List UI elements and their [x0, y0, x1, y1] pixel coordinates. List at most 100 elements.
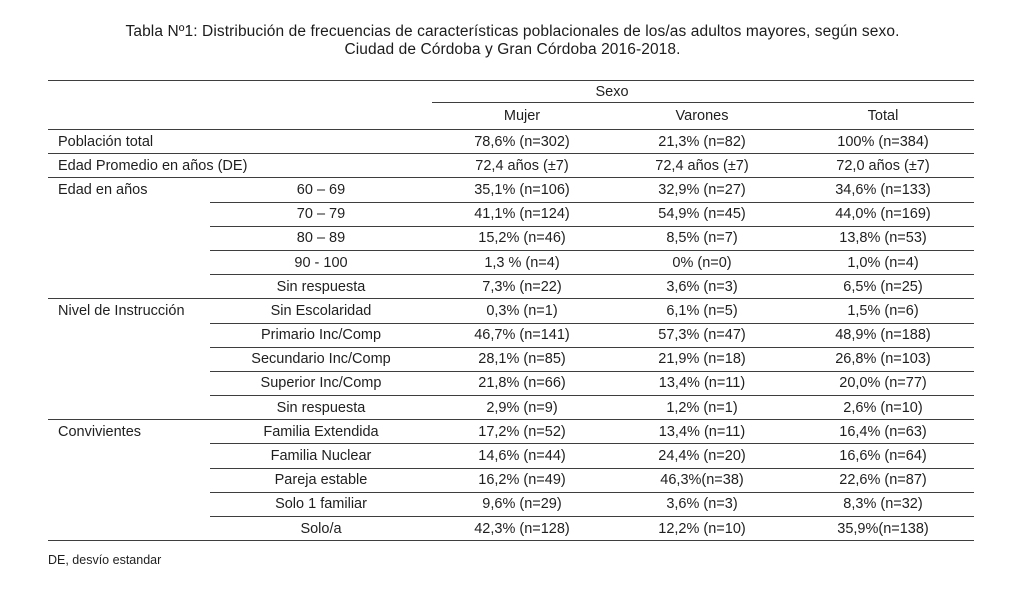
table-row: Pareja estable 16,2% (n=49) 46,3%(n=38) …	[48, 469, 974, 493]
subcategory-cell: 70 – 79	[210, 203, 432, 227]
total-value-cell: 16,4% (n=63)	[792, 420, 974, 445]
mujer-value-cell: 28,1% (n=85)	[432, 348, 612, 372]
mujer-value-cell: 21,8% (n=66)	[432, 372, 612, 397]
total-value-cell: 48,9% (n=188)	[792, 324, 974, 348]
varones-value-cell: 32,9% (n=27)	[612, 178, 792, 203]
subcategory-cell: Sin respuesta	[276, 278, 366, 295]
mujer-value-cell: 78,6% (n=302)	[474, 133, 570, 150]
total-value-cell: 34,6% (n=133)	[792, 178, 974, 203]
mujer-value-cell: 72,4 años (±7)	[475, 157, 569, 174]
table-title-line2: Ciudad de Córdoba y Gran Córdoba 2016-20…	[344, 41, 681, 58]
column-header-varones: Varones	[675, 108, 729, 124]
category-cell	[48, 517, 210, 540]
mujer-value-cell: 15,2% (n=46)	[432, 227, 612, 251]
header-spacer	[48, 81, 432, 103]
total-value-cell: 8,3% (n=32)	[792, 493, 974, 517]
category-cell	[48, 348, 210, 372]
varones-value-cell: 1,2% (n=1)	[666, 399, 738, 416]
statistics-table: Sexo Mujer Varones Total Población total…	[48, 80, 974, 542]
varones-value-cell: 13,4% (n=11)	[612, 420, 792, 445]
category-cell: Población total	[58, 133, 154, 150]
total-value-cell: 16,6% (n=64)	[792, 444, 974, 469]
varones-value-cell: 12,2% (n=10)	[658, 520, 746, 537]
mujer-value-cell: 1,3 % (n=4)	[432, 251, 612, 276]
total-value-cell: 100% (n=384)	[837, 133, 929, 150]
varones-value-cell: 3,6% (n=3)	[666, 278, 738, 295]
total-value-cell: 6,5% (n=25)	[843, 278, 923, 295]
varones-value-cell: 13,4% (n=11)	[612, 372, 792, 397]
mujer-value-cell: 16,2% (n=49)	[432, 469, 612, 493]
subcategory-cell: Solo/a	[300, 520, 342, 537]
subcategory-cell: Sin Escolaridad	[210, 299, 432, 324]
varones-value-cell: 21,9% (n=18)	[612, 348, 792, 372]
mujer-value-cell: 9,6% (n=29)	[432, 493, 612, 517]
table-row: 90 - 100 1,3 % (n=4) 0% (n=0) 1,0% (n=4)	[48, 251, 974, 276]
mujer-value-cell: 42,3% (n=128)	[474, 520, 570, 537]
subcategory-cell: 80 – 89	[210, 227, 432, 251]
varones-value-cell: 57,3% (n=47)	[612, 324, 792, 348]
table-row: 70 – 79 41,1% (n=124) 54,9% (n=45) 44,0%…	[48, 203, 974, 227]
table-title: Tabla Nº1: Distribución de frecuencias d…	[0, 23, 1025, 59]
table-row: Familia Nuclear 14,6% (n=44) 24,4% (n=20…	[48, 444, 974, 469]
varones-value-cell: 21,3% (n=82)	[658, 133, 746, 150]
category-cell: Edad Promedio en años (DE)	[58, 157, 248, 174]
subcategory-cell: Solo 1 familiar	[210, 493, 432, 517]
column-header-empty-category	[48, 103, 210, 129]
varones-value-cell: 54,9% (n=45)	[612, 203, 792, 227]
table-row: Sin respuesta 2,9% (n=9) 1,2% (n=1) 2,6%…	[48, 396, 974, 421]
table-row: Secundario Inc/Comp 28,1% (n=85) 21,9% (…	[48, 348, 974, 372]
mujer-value-cell: 46,7% (n=141)	[432, 324, 612, 348]
category-cell	[48, 275, 210, 298]
table-row: Convivientes Familia Extendida 17,2% (n=…	[48, 420, 974, 445]
category-cell	[48, 227, 210, 251]
table-row: Sin respuesta 7,3% (n=22) 3,6% (n=3) 6,5…	[48, 275, 974, 300]
total-value-cell: 1,0% (n=4)	[792, 251, 974, 276]
total-value-cell: 2,6% (n=10)	[843, 399, 923, 416]
subcategory-cell: Superior Inc/Comp	[210, 372, 432, 397]
total-value-cell: 26,8% (n=103)	[792, 348, 974, 372]
table-row: Solo 1 familiar 9,6% (n=29) 3,6% (n=3) 8…	[48, 493, 974, 517]
mujer-value-cell: 17,2% (n=52)	[432, 420, 612, 445]
subcategory-cell: 90 - 100	[210, 251, 432, 276]
category-cell	[48, 469, 210, 493]
category-cell	[48, 251, 210, 275]
table-row: Edad en años 60 – 69 35,1% (n=106) 32,9%…	[48, 178, 974, 203]
varones-value-cell: 46,3%(n=38)	[612, 469, 792, 493]
table-body: Población total 78,6% (n=302) 21,3% (n=8…	[48, 130, 974, 542]
sex-group-header-row: Sexo	[48, 81, 974, 103]
table-row: Superior Inc/Comp 21,8% (n=66) 13,4% (n=…	[48, 372, 974, 397]
subcategory-cell: Sin respuesta	[276, 399, 366, 416]
mujer-value-cell: 14,6% (n=44)	[432, 444, 612, 469]
varones-value-cell: 0% (n=0)	[612, 251, 792, 276]
varones-value-cell: 72,4 años (±7)	[655, 157, 749, 174]
column-header-empty-subcategory	[210, 103, 432, 129]
mujer-value-cell: 41,1% (n=124)	[432, 203, 612, 227]
sex-group-label: Sexo	[595, 84, 629, 100]
footnote: DE, desvío estandar	[48, 553, 162, 567]
category-cell: Edad en años	[58, 182, 148, 199]
mujer-value-cell: 0,3% (n=1)	[432, 299, 612, 324]
mujer-value-cell: 2,9% (n=9)	[486, 399, 558, 416]
varones-value-cell: 24,4% (n=20)	[612, 444, 792, 469]
subcategory-cell: Primario Inc/Comp	[210, 324, 432, 348]
total-value-cell: 35,9%(n=138)	[837, 520, 929, 537]
column-header-row: Mujer Varones Total	[48, 103, 974, 130]
subcategory-cell: Familia Extendida	[210, 420, 432, 445]
table-row: Primario Inc/Comp 46,7% (n=141) 57,3% (n…	[48, 324, 974, 348]
category-cell	[48, 493, 210, 517]
table-row: Solo/a 42,3% (n=128) 12,2% (n=10) 35,9%(…	[48, 517, 974, 542]
table-title-line1: Tabla Nº1: Distribución de frecuencias d…	[125, 23, 900, 40]
subcategory-cell: Secundario Inc/Comp	[210, 348, 432, 372]
total-value-cell: 44,0% (n=169)	[792, 203, 974, 227]
total-value-cell: 13,8% (n=53)	[792, 227, 974, 251]
category-cell: Nivel de Instrucción	[58, 303, 185, 320]
total-value-cell: 72,0 años (±7)	[836, 157, 930, 174]
category-cell: Convivientes	[58, 424, 142, 441]
column-header-mujer: Mujer	[503, 108, 541, 124]
mujer-value-cell: 7,3% (n=22)	[482, 278, 562, 295]
subcategory-cell: Pareja estable	[210, 469, 432, 493]
mujer-value-cell: 35,1% (n=106)	[432, 178, 612, 203]
category-cell	[48, 444, 210, 468]
sex-group-underline: Sexo	[432, 81, 974, 103]
